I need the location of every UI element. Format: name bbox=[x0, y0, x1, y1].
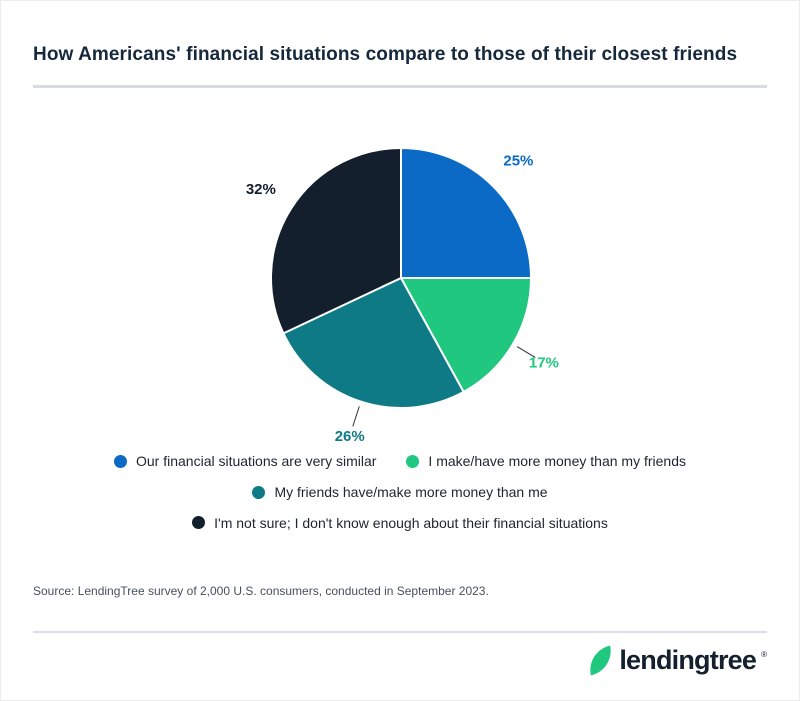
leaf-icon bbox=[586, 645, 616, 676]
pie-slice-4 bbox=[270, 147, 402, 335]
pie-slice-2 bbox=[400, 277, 532, 393]
legend-swatch bbox=[406, 454, 420, 468]
percent-label: 25% bbox=[503, 153, 533, 170]
pie-slice-1 bbox=[400, 147, 532, 279]
brand-wordmark: lendingtree bbox=[619, 645, 757, 675]
percent-label: 32% bbox=[246, 181, 276, 198]
callout-line bbox=[352, 406, 360, 427]
legend-swatch bbox=[192, 516, 206, 530]
legend-item: I'm not sure; I don't know enough about … bbox=[192, 515, 608, 532]
legend-row: I'm not sure; I don't know enough about … bbox=[192, 515, 608, 532]
legend-swatch bbox=[252, 485, 266, 499]
legend-item: My friends have/make more money than me bbox=[252, 483, 548, 501]
page-title: How Americans' financial situations comp… bbox=[33, 44, 738, 65]
legend-label: I'm not sure; I don't know enough about … bbox=[214, 514, 608, 531]
legend-label: Our financial situations are very simila… bbox=[136, 453, 377, 469]
legend-item: I make/have more money than my friends bbox=[406, 453, 686, 470]
brand-logo: lendingtree ® bbox=[586, 645, 767, 676]
brand-trademark-symbol: ® bbox=[761, 650, 767, 659]
percent-label: 26% bbox=[335, 428, 365, 445]
footer-divider bbox=[33, 631, 767, 633]
legend-swatch bbox=[114, 454, 127, 468]
legend-label: I make/have more money than my friends bbox=[428, 453, 686, 469]
pie-slice-3 bbox=[282, 277, 465, 409]
pie-chart-svg: 25% 17% 26% 32% bbox=[246, 147, 559, 445]
legend-label: My friends have/make more money than me bbox=[274, 483, 548, 500]
legend-item: Our financial situations are very simila… bbox=[114, 453, 376, 470]
callout-line bbox=[516, 346, 536, 358]
title-divider bbox=[33, 85, 767, 88]
percent-label: 17% bbox=[529, 355, 559, 372]
legend-row: My friends have/make more money than me bbox=[252, 483, 548, 501]
pie-chart: 25% 17% 26% 32% bbox=[1, 93, 799, 455]
source-note: Source: LendingTree survey of 2,000 U.S.… bbox=[33, 584, 489, 598]
legend: Our financial situations are very simila… bbox=[1, 453, 799, 531]
legend-row: Our financial situations are very simila… bbox=[114, 453, 686, 470]
